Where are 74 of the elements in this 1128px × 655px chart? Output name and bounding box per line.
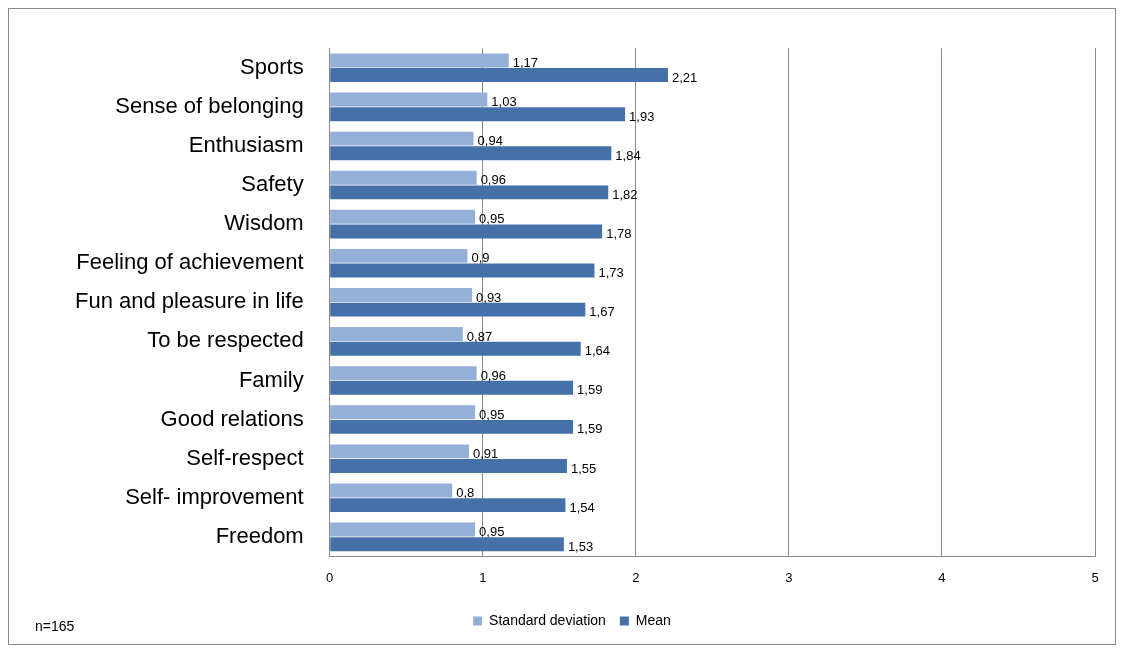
data-label: 1,03 <box>491 94 517 110</box>
bar <box>330 263 595 278</box>
data-label: 1,55 <box>570 460 597 476</box>
y-tick-label: Safety <box>241 171 304 197</box>
y-tick-label: Fun and pleasure in life <box>75 288 304 314</box>
x-tick-label: 4 <box>938 569 946 585</box>
bar <box>330 224 603 239</box>
data-label: 1,59 <box>577 421 603 437</box>
y-tick-label: Wisdom <box>224 210 304 236</box>
data-label: 0,94 <box>477 133 503 149</box>
data-label: 0,91 <box>472 445 499 461</box>
bar <box>330 131 474 146</box>
bar <box>330 405 476 420</box>
y-tick-label: Self- improvement <box>125 483 304 509</box>
data-label: 1,59 <box>577 382 603 398</box>
data-label: 1,54 <box>569 499 595 515</box>
data-label: 1,53 <box>567 538 594 554</box>
data-label: 1,73 <box>598 265 624 281</box>
data-label: 0,8 <box>456 485 475 501</box>
data-label: 0,96 <box>480 367 506 383</box>
bar <box>330 302 586 317</box>
bar <box>330 92 488 107</box>
legend-label: Mean <box>635 611 671 628</box>
x-tick-label: 3 <box>785 569 793 585</box>
text: n=165 <box>35 617 75 634</box>
data-label: 1,64 <box>584 343 611 359</box>
bar <box>330 107 626 122</box>
data-label: 1,17 <box>512 54 539 70</box>
data-label: 0,9 <box>471 250 490 266</box>
bar <box>330 483 453 498</box>
bar <box>330 444 469 459</box>
data-label: 2,21 <box>671 69 698 85</box>
bar <box>330 146 612 161</box>
data-label: 0,87 <box>466 328 493 344</box>
bar <box>330 170 477 185</box>
bar <box>330 327 463 342</box>
bar <box>330 459 567 473</box>
data-label: 1,93 <box>629 108 655 124</box>
bar <box>330 341 581 356</box>
bar <box>330 537 564 552</box>
y-tick-label: To be respected <box>147 327 304 353</box>
x-tick-label: 0 <box>326 569 334 585</box>
bar <box>330 248 468 263</box>
bar <box>330 522 476 537</box>
data-label: 1,82 <box>612 186 638 202</box>
y-tick-label: Family <box>238 366 304 392</box>
y-tick-label: Freedom <box>215 522 304 548</box>
bar <box>330 288 473 302</box>
bar <box>330 380 574 395</box>
data-label: 1,84 <box>615 147 641 163</box>
bar <box>330 209 476 224</box>
y-tick-label: Good relations <box>160 405 304 431</box>
data-label: 0,95 <box>479 211 505 227</box>
data-label: 1,78 <box>606 226 632 242</box>
y-tick-label: Sports <box>240 53 304 79</box>
bar <box>330 366 477 381</box>
y-tick-label: Feeling of achievement <box>76 249 304 275</box>
bar <box>330 419 574 434</box>
y-tick-label: Enthusiasm <box>188 131 304 157</box>
data-label: 0,93 <box>476 289 502 305</box>
legend-label: Standard deviation <box>489 611 606 628</box>
bar <box>330 185 609 200</box>
bar <box>330 498 566 513</box>
bar <box>330 68 668 83</box>
x-tick-label: 2 <box>632 569 640 585</box>
y-tick-label: Sense of belonging <box>115 92 304 118</box>
data-label: 0,95 <box>479 406 505 422</box>
bar <box>330 53 509 68</box>
data-label: 0,95 <box>479 524 505 540</box>
data-label: 1,67 <box>589 304 615 320</box>
x-tick-label: 1 <box>479 569 487 585</box>
y-tick-label: Self-respect <box>186 444 304 470</box>
data-label: 0,96 <box>480 172 506 188</box>
x-tick-label: 5 <box>1091 569 1099 585</box>
